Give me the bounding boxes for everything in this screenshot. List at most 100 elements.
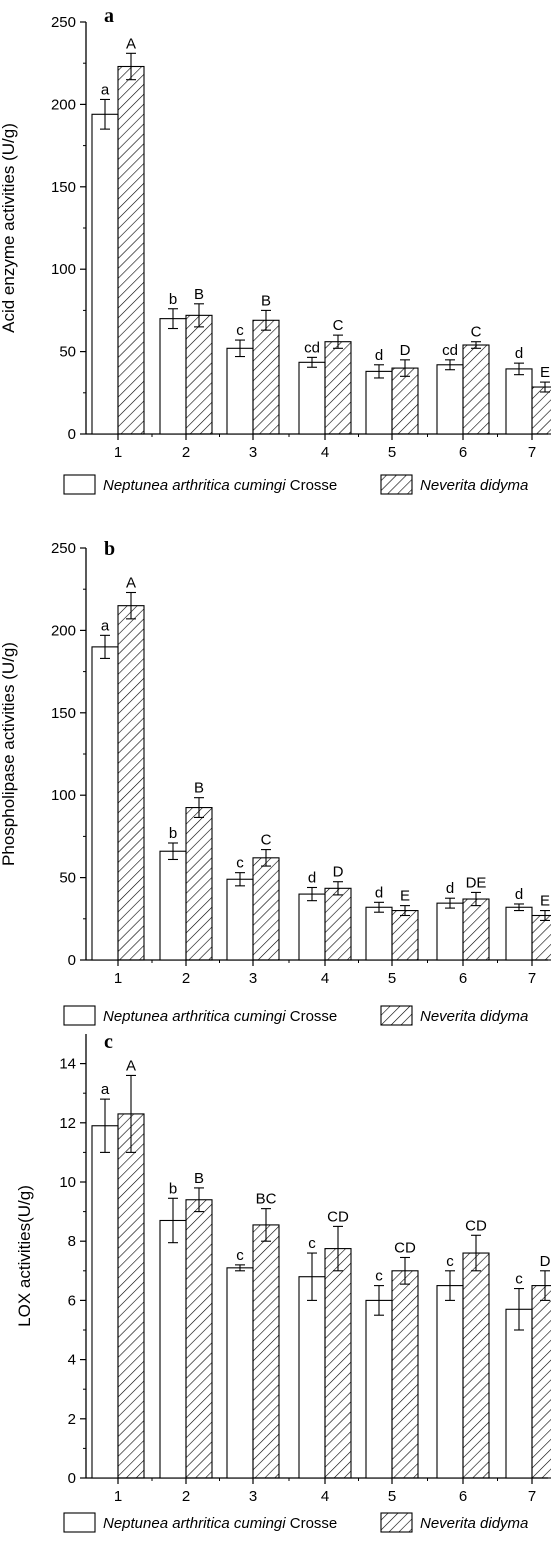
bar-neverita bbox=[531, 386, 551, 435]
y-tick-label: 2 bbox=[68, 1411, 76, 1428]
significance-label: b bbox=[169, 1180, 177, 1197]
significance-label: c bbox=[446, 1253, 454, 1270]
bar-neptunea bbox=[505, 906, 533, 961]
bar-neptunea bbox=[159, 850, 187, 961]
bar-neverita bbox=[324, 1248, 352, 1479]
significance-label: d bbox=[375, 884, 383, 901]
bar-neverita bbox=[117, 65, 145, 435]
bar-neverita bbox=[185, 1199, 213, 1479]
significance-label: E bbox=[540, 364, 550, 381]
significance-label: cd bbox=[304, 339, 320, 356]
x-tick-label: 6 bbox=[459, 1488, 467, 1505]
panel-label: a bbox=[104, 5, 114, 27]
y-tick-label: 250 bbox=[51, 540, 76, 557]
panel-label: b bbox=[104, 538, 115, 560]
significance-label: b bbox=[169, 291, 177, 308]
y-tick-label: 200 bbox=[51, 96, 76, 113]
y-tick-label: 8 bbox=[68, 1233, 76, 1250]
significance-label: B bbox=[194, 1170, 204, 1187]
significance-label: C bbox=[333, 317, 344, 334]
legend-label-neptunea: Neptunea arthritica cumingi Crosse bbox=[103, 1008, 337, 1025]
panel-label: c bbox=[104, 1031, 113, 1053]
bar-neptunea bbox=[298, 1276, 326, 1479]
legend: Neptunea arthritica cumingi Crosse Neveri… bbox=[63, 1512, 528, 1533]
significance-label: d bbox=[375, 347, 383, 364]
significance-label: c bbox=[515, 1271, 523, 1288]
significance-label: B bbox=[194, 286, 204, 303]
significance-label: A bbox=[126, 574, 136, 591]
bar-neverita bbox=[391, 367, 419, 435]
legend-swatch-neptunea bbox=[63, 474, 96, 495]
bar-neverita bbox=[531, 1285, 551, 1479]
bar-neverita bbox=[531, 914, 551, 961]
x-tick-label: 2 bbox=[182, 444, 190, 461]
significance-label: E bbox=[400, 888, 410, 905]
legend-swatch-neptunea bbox=[63, 1005, 96, 1026]
legend-label-neverita: Neverita didyma bbox=[420, 1515, 528, 1532]
bar-neverita bbox=[117, 605, 145, 961]
significance-label: B bbox=[194, 780, 204, 797]
significance-label: C bbox=[471, 324, 482, 341]
bar-neverita bbox=[252, 1224, 280, 1479]
legend: Neptunea arthritica cumingi Crosse Neveri… bbox=[63, 1005, 528, 1026]
y-tick-label: 100 bbox=[51, 787, 76, 804]
y-tick-label: 0 bbox=[68, 1470, 76, 1487]
bar-neverita bbox=[324, 887, 352, 961]
bar-neptunea bbox=[436, 364, 464, 435]
legend-label-neptunea: Neptunea arthritica cumingi Crosse bbox=[103, 1515, 337, 1532]
legend-label-neptunea-plain: Crosse bbox=[286, 477, 338, 494]
bar-neptunea bbox=[298, 893, 326, 961]
significance-label: A bbox=[126, 1057, 136, 1074]
significance-label: A bbox=[126, 35, 136, 52]
significance-label: D bbox=[540, 1253, 551, 1270]
x-tick-label: 3 bbox=[249, 444, 257, 461]
bar-neptunea bbox=[505, 1308, 533, 1479]
bar-neverita bbox=[252, 857, 280, 961]
significance-label: a bbox=[101, 1081, 110, 1098]
legend-swatch-neverita bbox=[380, 1512, 413, 1533]
bar-neptunea bbox=[159, 318, 187, 435]
bar-neverita bbox=[391, 1270, 419, 1479]
y-tick-label: 0 bbox=[68, 426, 76, 443]
x-tick-label: 7 bbox=[528, 444, 536, 461]
legend-label-neptunea-plain: Crosse bbox=[286, 1515, 338, 1532]
x-tick-label: 1 bbox=[114, 444, 122, 461]
significance-label: c bbox=[308, 1235, 316, 1252]
bar-neptunea bbox=[226, 1267, 254, 1479]
x-tick-label: 4 bbox=[321, 1488, 329, 1505]
x-tick-label: 2 bbox=[182, 1488, 190, 1505]
significance-label: d bbox=[515, 886, 523, 903]
significance-label: CD bbox=[394, 1239, 416, 1256]
legend-label-neverita-italic: Neverita didyma bbox=[420, 1008, 528, 1025]
x-tick-label: 3 bbox=[249, 970, 257, 987]
legend-label-neverita: Neverita didyma bbox=[420, 477, 528, 494]
x-tick-label: 4 bbox=[321, 970, 329, 987]
bar-neverita bbox=[117, 1113, 145, 1479]
significance-label: b bbox=[169, 825, 177, 842]
bar-neptunea bbox=[436, 1285, 464, 1479]
y-axis-title: Phospholipase activities (U/g) bbox=[0, 642, 18, 866]
significance-label: d bbox=[446, 880, 454, 897]
chart-panel-a: 0 50 100 150 200 250 1 2 3 4 5 6 7 Acid enzyme activi… bbox=[0, 5, 551, 495]
y-tick-label: 200 bbox=[51, 622, 76, 639]
y-tick-label: 50 bbox=[59, 344, 76, 361]
significance-label: cd bbox=[442, 342, 458, 359]
bar-neverita bbox=[462, 898, 490, 961]
bar-neverita bbox=[185, 807, 213, 961]
y-tick-label: 150 bbox=[51, 179, 76, 196]
y-tick-label: 100 bbox=[51, 261, 76, 278]
significance-label: d bbox=[308, 869, 316, 886]
bar-neptunea bbox=[226, 347, 254, 435]
x-tick-label: 6 bbox=[459, 444, 467, 461]
significance-label: D bbox=[400, 342, 411, 359]
legend-label-neptunea-italic: Neptunea arthritica cumingi bbox=[103, 1008, 286, 1025]
y-tick-label: 10 bbox=[59, 1174, 76, 1191]
legend: Neptunea arthritica cumingi Crosse Neveri… bbox=[63, 474, 528, 495]
legend-label-neverita: Neverita didyma bbox=[420, 1008, 528, 1025]
significance-label: c bbox=[236, 855, 244, 872]
significance-label: C bbox=[261, 832, 272, 849]
x-tick-label: 7 bbox=[528, 1488, 536, 1505]
significance-label: D bbox=[333, 864, 344, 881]
legend-label-neverita-italic: Neverita didyma bbox=[420, 477, 528, 494]
